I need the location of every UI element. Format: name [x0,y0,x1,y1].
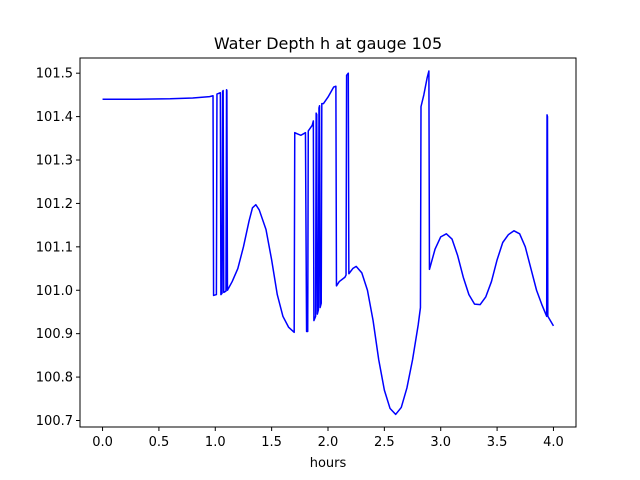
y-tick-label: 101.2 [36,197,73,212]
y-tick-label: 100.7 [36,414,73,429]
x-tick-label: 0.0 [92,435,113,450]
y-tick-label: 101.4 [36,110,73,125]
x-axis-label: hours [310,456,347,471]
x-tick-label: 1.0 [205,435,226,450]
y-tick-label: 100.9 [36,327,73,342]
chart-title: Water Depth h at gauge 105 [214,34,442,53]
x-tick-label: 2.5 [374,435,395,450]
y-tick-label: 101.1 [36,240,73,255]
x-tick-label: 1.5 [261,435,282,450]
y-tick-label: 101.5 [36,67,73,82]
y-tick-label: 101.0 [36,284,73,299]
y-tick-label: 100.8 [36,371,73,386]
y-axis-ticks: 100.7 100.8 100.9 101.0 101.1 101.2 101.3 101.4… [36,67,80,429]
series-line-water-depth [102,70,555,416]
x-tick-label: 0.5 [149,435,170,450]
x-tick-label: 2.0 [318,435,339,450]
x-axis-ticks: 0.0 0.5 1.0 1.5 2.0 2.5 3.0 3.5 4.0 [92,427,564,450]
x-tick-label: 3.0 [430,435,451,450]
x-tick-label: 4.0 [543,435,564,450]
x-tick-label: 3.5 [487,435,508,450]
y-tick-label: 101.3 [36,154,73,169]
